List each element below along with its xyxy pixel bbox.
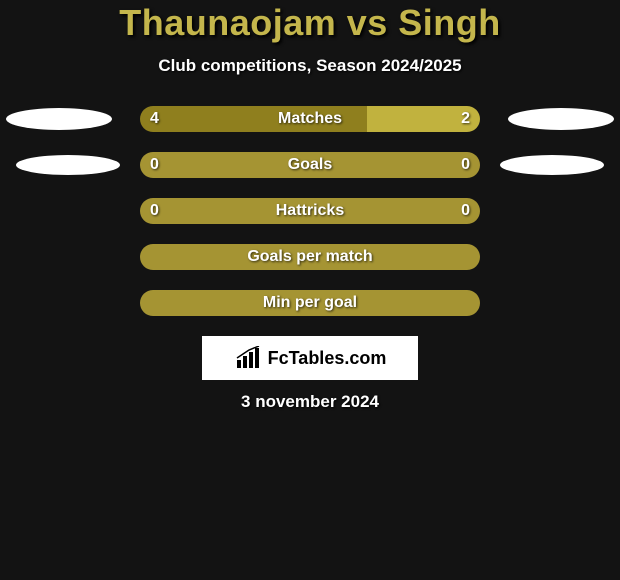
- player-marker-right: [500, 155, 604, 175]
- brand-text: FcTables.com: [268, 348, 387, 369]
- player-marker-left: [6, 108, 112, 130]
- stat-label: Hattricks: [140, 198, 480, 224]
- player-marker-right: [508, 108, 614, 130]
- stat-row: 00Hattricks: [0, 198, 620, 224]
- bar-chart-icon: [234, 346, 264, 370]
- chart-container: Thaunaojam vs Singh Club competitions, S…: [0, 0, 620, 412]
- player-marker-left: [16, 155, 120, 175]
- stat-row: Min per goal: [0, 290, 620, 316]
- stat-row: 00Goals: [0, 152, 620, 178]
- stat-label: Matches: [140, 106, 480, 132]
- stat-label: Goals per match: [140, 244, 480, 270]
- page-subtitle: Club competitions, Season 2024/2025: [0, 56, 620, 76]
- page-title: Thaunaojam vs Singh: [0, 2, 620, 44]
- stat-label: Goals: [140, 152, 480, 178]
- stats-area: 42Matches 00Goals 00Hattricks Goals per mat…: [0, 106, 620, 316]
- date-text: 3 november 2024: [0, 392, 620, 412]
- stat-label: Min per goal: [140, 290, 480, 316]
- stat-row: Goals per match: [0, 244, 620, 270]
- stat-row: 42Matches: [0, 106, 620, 132]
- brand-logo-box: FcTables.com: [202, 336, 418, 380]
